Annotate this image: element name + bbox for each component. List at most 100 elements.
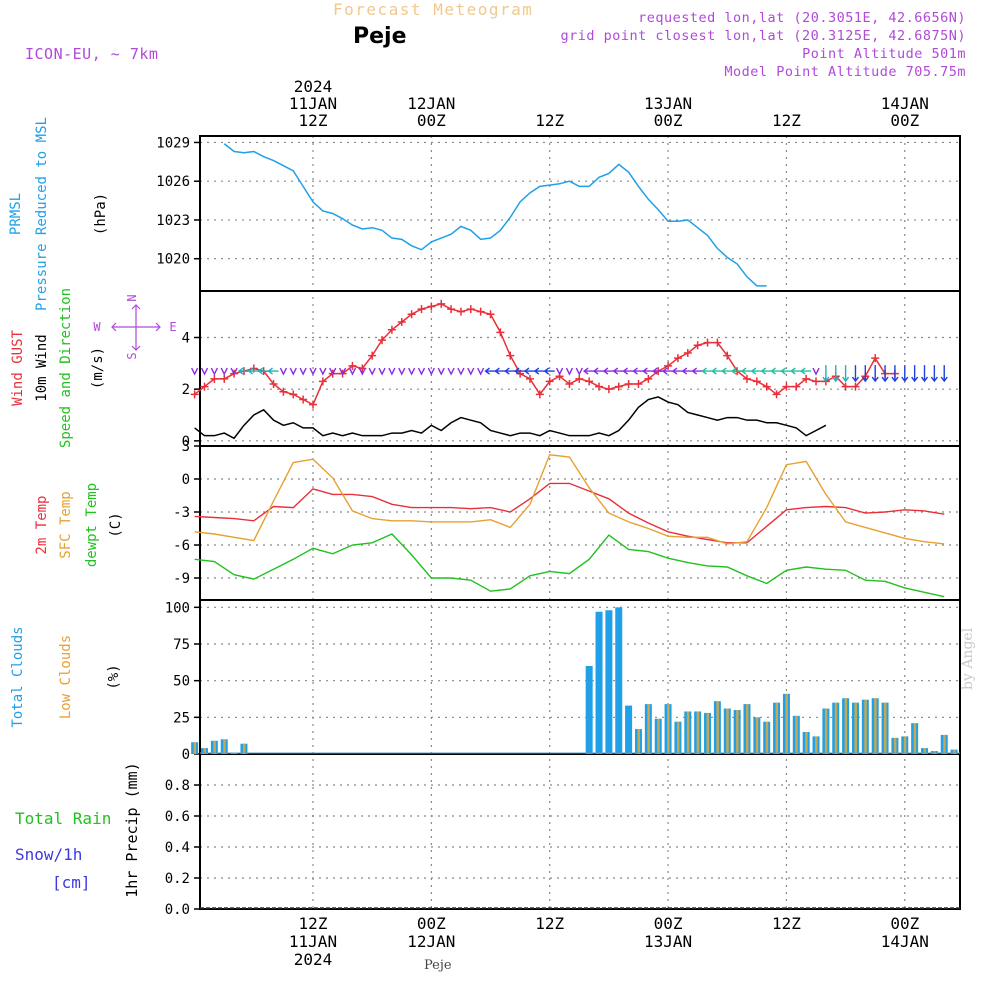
wind-direction-arrow (555, 367, 564, 376)
wind-direction-arrow (279, 367, 288, 376)
bottom-time-label: 00Z (654, 914, 683, 933)
total-cloud-bar (605, 610, 613, 754)
gust-marker (792, 382, 801, 391)
wind-direction-arrow (642, 367, 654, 375)
gust-marker (387, 325, 396, 334)
low-cloud-bar (903, 736, 907, 754)
bottom-time-label: 11JAN (289, 932, 337, 951)
wind-direction-arrow (257, 367, 269, 375)
panel-frame (199, 445, 961, 601)
compass-east-label: E (169, 320, 176, 334)
wind-direction-arrow (417, 367, 426, 376)
gust-marker (841, 382, 850, 391)
low-cloud-bar (923, 748, 927, 754)
low-cloud-bar (657, 718, 660, 754)
wind-direction-arrow (940, 365, 948, 383)
total-cloud-bar (595, 611, 603, 754)
low-cloud-bar (637, 729, 640, 754)
low-cloud-bar (686, 711, 690, 754)
gust-marker (604, 385, 613, 394)
low-cloud-bar (785, 693, 788, 754)
low-cloud-bar (193, 742, 197, 754)
wind-direction-arrow (427, 367, 435, 376)
snow-unit-label: [cm] (52, 873, 91, 892)
grid-point-location: grid point closest lon,lat (20.3125E, 42… (560, 28, 966, 44)
wind-direction-arrow (652, 367, 664, 375)
top-time-label: 00Z (890, 111, 919, 130)
top-time-label: 13JAN (644, 94, 692, 113)
top-time-label: 00Z (417, 111, 446, 130)
wind-direction-arrow (790, 367, 802, 375)
wind-direction-arrow (289, 367, 297, 376)
wind-direction-arrow (812, 367, 820, 376)
wind-direction-arrow (237, 367, 249, 375)
top-time-label: 12Z (299, 111, 328, 130)
y-tick-label: 0.6 (165, 809, 190, 825)
top-time-label: 12Z (772, 111, 801, 130)
precip-axis-label: 1hr Precip (mm) (123, 762, 141, 897)
credit-watermark: by Angel (960, 627, 976, 690)
low-cloud-bar (726, 708, 729, 754)
gust-marker (200, 382, 209, 391)
wind-direction-arrow (671, 367, 683, 375)
snow-legend-label: Snow/1h (15, 845, 82, 864)
wind-direction-arrow (319, 367, 327, 376)
gust-marker (299, 395, 308, 404)
gust-marker (693, 341, 702, 350)
wind-direction-arrow (358, 367, 366, 376)
gust-marker (713, 338, 722, 347)
wind-direction-arrow (191, 367, 199, 376)
gust-marker (486, 310, 495, 319)
gust-marker (348, 361, 357, 370)
compass-west-label: W (93, 320, 101, 334)
compass-icon (111, 304, 161, 351)
low-cloud-bar (203, 748, 207, 754)
low-cloud-bar (834, 702, 838, 754)
y-tick-label: -3 (173, 505, 190, 521)
pressure-panel-label: (hPa) (93, 193, 109, 235)
panel-frame (199, 753, 961, 910)
gust-marker (762, 382, 771, 391)
y-tick-label: 0.2 (165, 871, 190, 887)
bottom-time-label: 00Z (890, 914, 919, 933)
wind-direction-arrow (851, 365, 860, 383)
wind-direction-arrow (891, 365, 899, 383)
wind-direction-arrow (533, 367, 545, 375)
low-cloud-bar (953, 749, 956, 754)
wind-direction-arrow (740, 367, 752, 375)
gust-marker (456, 307, 465, 316)
wind-direction-arrow (575, 367, 583, 376)
wind-speed-line (194, 396, 827, 440)
bottom-time-label: 12Z (299, 914, 328, 933)
low-cloud-bar (706, 712, 710, 754)
cloud-panel-label: Low Clouds (58, 635, 74, 719)
y-tick-label: 0 (182, 472, 190, 488)
gust-marker (269, 380, 278, 388)
gust-marker (782, 382, 791, 391)
y-tick-label: -9 (173, 571, 190, 587)
y-tick-label: 4 (182, 331, 190, 347)
low-cloud-bar (854, 702, 857, 754)
gust-marker (289, 390, 298, 399)
low-cloud-bar (884, 702, 887, 754)
y-tick-label: 0.0 (165, 902, 190, 918)
wind-direction-arrow (881, 365, 889, 383)
wind-direction-arrow (861, 365, 869, 383)
y-tick-label: 50 (173, 674, 190, 690)
wind-direction-arrow (711, 367, 723, 375)
top-time-label: 12JAN (407, 94, 455, 113)
gust-marker (535, 390, 544, 399)
gust-marker (683, 349, 692, 357)
gust-marker (812, 377, 821, 386)
bottom-time-label: 2024 (294, 950, 333, 969)
low-cloud-bar (676, 721, 680, 754)
bottom-time-label: 00Z (417, 914, 446, 933)
gust-marker (210, 374, 219, 383)
temperature-panel-label: dewpt Temp (84, 483, 100, 567)
wind-direction-arrow (842, 365, 850, 383)
low-cloud-bar (667, 704, 670, 754)
wind-direction-arrow (760, 367, 772, 375)
gust-marker (496, 328, 505, 337)
y-tick-label: 3 (182, 439, 190, 455)
y-tick-label: 2 (182, 382, 190, 398)
